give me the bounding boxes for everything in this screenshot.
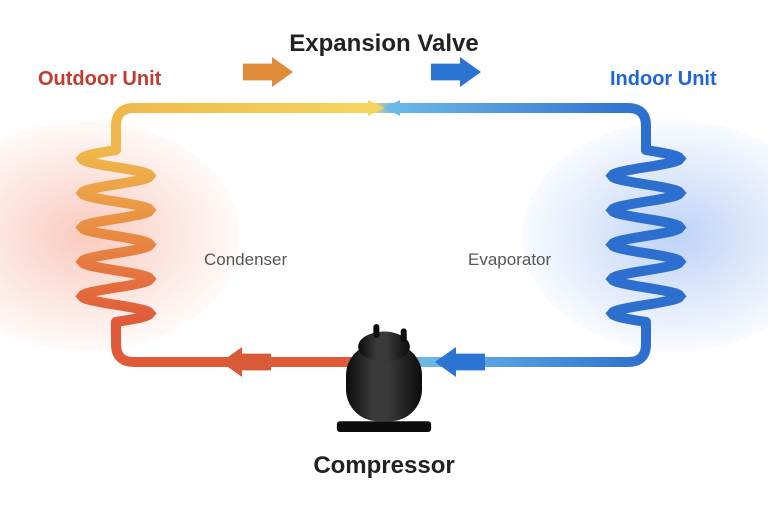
expansion-valve-label: Expansion Valve xyxy=(289,30,478,58)
condenser-label: Condenser xyxy=(204,250,287,270)
diagram-stage: Expansion Valve Compressor Outdoor Unit … xyxy=(0,0,768,512)
indoor-unit-label: Indoor Unit xyxy=(610,68,717,91)
outdoor-unit-label: Outdoor Unit xyxy=(38,68,161,91)
compressor-label: Compressor xyxy=(313,452,454,480)
compressor-icon xyxy=(337,324,431,432)
evaporator-label: Evaporator xyxy=(468,250,551,270)
